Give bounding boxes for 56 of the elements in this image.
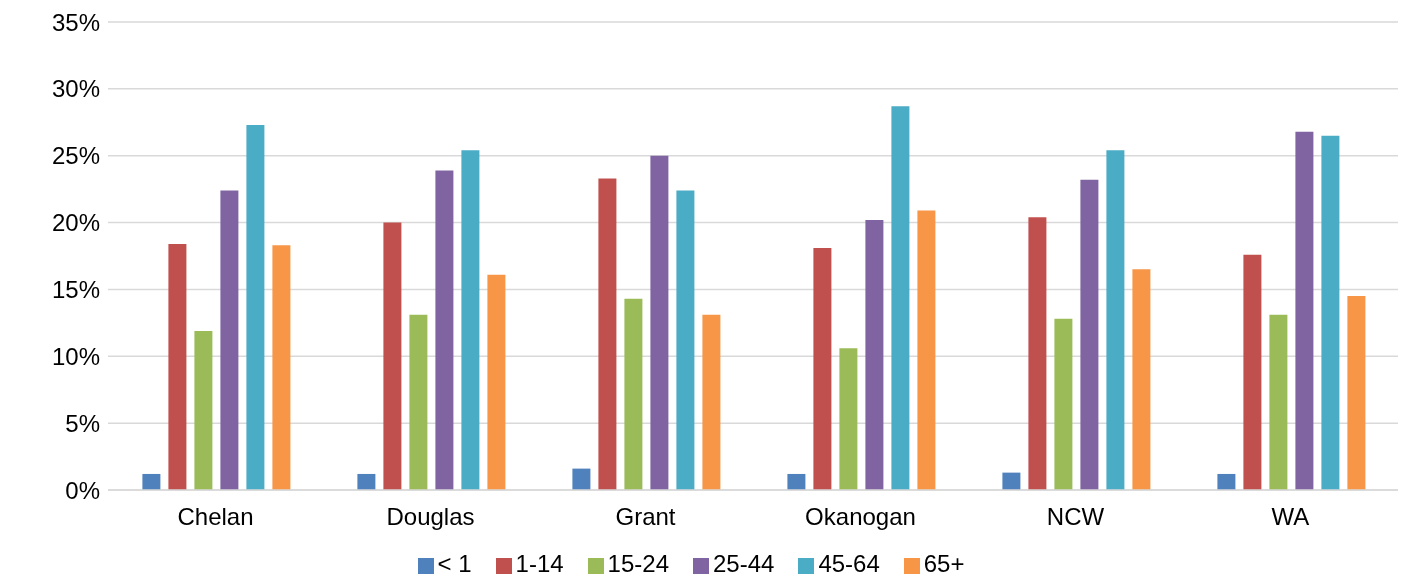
bar [1106,150,1125,490]
bar [787,473,806,490]
bar [272,245,291,490]
bar [1347,296,1366,490]
bar [676,190,695,490]
bar [1028,217,1047,490]
x-tick-label: NCW [1046,503,1105,531]
bar [572,468,591,490]
bar [917,210,936,490]
bar [1054,318,1073,490]
bar [435,170,454,490]
y-tick-label: 0% [65,476,100,504]
bar [194,330,213,490]
bar [168,243,187,490]
legend-label: 45-64 [818,550,880,577]
bar [839,348,858,490]
bar [598,178,617,490]
bar [813,247,832,490]
legend-label: 1-14 [515,550,564,577]
y-tick-label: 25% [51,142,100,170]
bar [650,155,669,490]
x-tick-label: Chelan [177,503,254,531]
x-tick-label: Grant [615,503,676,531]
bar [220,190,239,490]
bar [246,124,265,490]
bar [1321,135,1340,490]
bar [702,314,721,490]
bar [1217,473,1236,490]
y-tick-label: 10% [51,342,100,370]
bar [409,314,428,490]
y-tick-label: 5% [65,409,100,437]
bar [1295,131,1314,490]
bar [865,219,884,490]
bar [1132,269,1151,490]
legend-label: 25-44 [712,550,775,577]
legend-label: 15-24 [607,550,669,577]
bar [461,150,480,490]
bar [142,473,161,490]
bar [1080,179,1099,490]
bar [357,473,376,490]
legend-label: 65+ [923,550,965,577]
y-tick-label: 20% [51,209,100,237]
bar [624,298,643,490]
bar [891,106,910,490]
y-tick-label: 35% [51,8,100,36]
bar [1002,472,1021,490]
x-tick-label: Douglas [386,503,475,531]
x-tick-label: Okanogan [805,503,916,531]
bar [487,274,506,490]
x-tick-label: WA [1271,503,1310,531]
y-tick-label: 15% [51,275,100,303]
bar [1269,314,1288,490]
y-tick-label: 30% [51,75,100,103]
bar [383,222,402,490]
bar [1243,254,1262,490]
legend-label: < 1 [437,550,472,577]
